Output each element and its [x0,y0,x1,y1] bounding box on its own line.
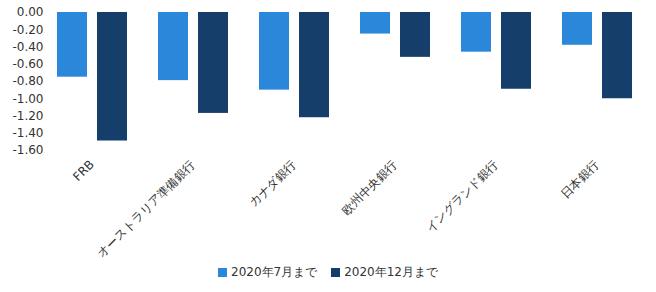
svg-text:-0.20: -0.20 [12,23,43,37]
svg-text:-0.40: -0.40 [12,40,43,54]
svg-text:FRB: FRB [70,157,97,184]
html-text:2020年12月まで: 2020年12月まで [344,265,438,279]
svg-text:-0.80: -0.80 [12,74,43,88]
svg-text:-1.40: -1.40 [12,126,43,140]
svg-text:オーストラリア準備銀行: オーストラリア準備銀行 [95,157,198,260]
svg-text:欧州中央銀行: 欧州中央銀行 [339,157,400,218]
svg-text:-1.20: -1.20 [12,109,43,123]
svg-text:-1.00: -1.00 [12,92,43,106]
svg-text:カナダ銀行: カナダ銀行 [247,157,299,209]
svg-text:日本銀行: 日本銀行 [558,157,602,201]
svg-text:イングランド銀行: イングランド銀行 [423,157,501,235]
svg-text:0.00: 0.00 [17,5,44,19]
svg-text:-1.60: -1.60 [12,143,43,157]
svg-text:-0.60: -0.60 [12,57,43,71]
html-text:2020年7月まで: 2020年7月まで [231,265,318,279]
